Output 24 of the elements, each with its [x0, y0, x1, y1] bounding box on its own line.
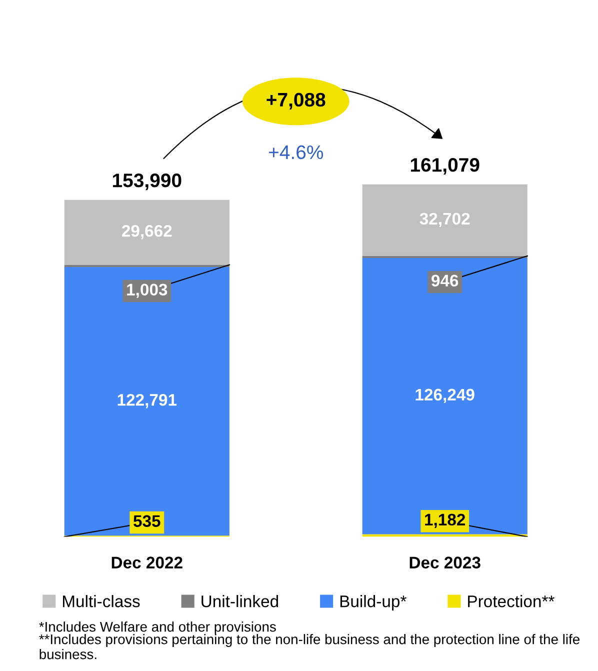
data-label: 946 — [432, 274, 458, 287]
total-label: 153,990 — [112, 174, 182, 190]
text: *Includes Welfare and other provisions — [39, 622, 276, 634]
legend-label: Unit-linked — [202, 595, 278, 608]
data-label: 29,662 — [122, 225, 172, 240]
x-tick-label: Dec 2023 — [410, 556, 480, 569]
text: **Includes provisions pertaining to the non-life business and the protection line of the life business. — [39, 634, 580, 660]
legend-label: Protection** — [468, 595, 554, 608]
x-tick-label: Dec 2022 — [112, 556, 182, 568]
bar — [362, 258, 528, 534]
legend-label: Build-up* — [340, 595, 406, 611]
legend-label: Multi-class — [62, 595, 140, 608]
data-label: 1,182 — [425, 514, 466, 528]
bar — [64, 200, 230, 265]
data-label: 122,791 — [118, 394, 177, 408]
data-label: 1,003 — [127, 284, 168, 298]
text: +4.6% — [268, 145, 324, 160]
text: +7,088 — [266, 92, 326, 110]
bar — [362, 184, 528, 256]
data-label: 32,702 — [420, 212, 470, 228]
bar — [64, 266, 230, 536]
total-label: 161,079 — [410, 158, 480, 175]
data-label: 535 — [134, 515, 160, 527]
data-label: 126,249 — [416, 388, 474, 403]
